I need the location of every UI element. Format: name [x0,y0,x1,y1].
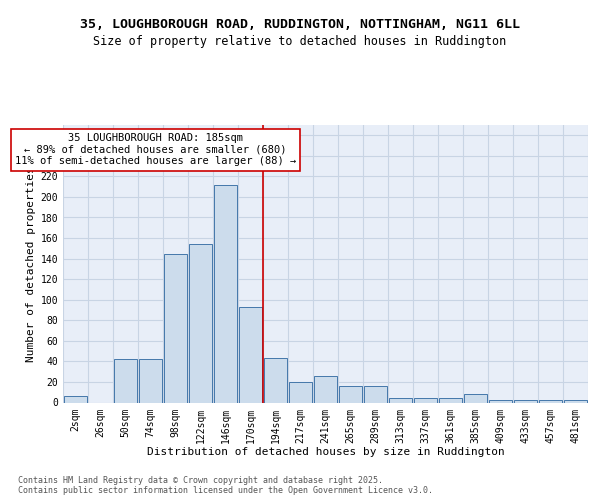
Bar [263,358,287,403]
Bar [338,386,362,402]
Text: Contains HM Land Registry data © Crown copyright and database right 2025.
Contai: Contains HM Land Registry data © Crown c… [18,476,433,495]
Text: 35 LOUGHBOROUGH ROAD: 185sqm
← 89% of detached houses are smaller (680)
11% of s: 35 LOUGHBOROUGH ROAD: 185sqm ← 89% of de… [15,133,296,166]
Bar [364,386,388,402]
Y-axis label: Number of detached properties: Number of detached properties [26,166,37,362]
Bar [239,307,262,402]
Bar [289,382,313,402]
Bar [563,400,587,402]
Bar [488,400,512,402]
Bar [539,400,562,402]
Bar [139,360,163,403]
Bar [188,244,212,402]
Bar [113,360,137,403]
Text: Size of property relative to detached houses in Ruddington: Size of property relative to detached ho… [94,35,506,48]
Bar [214,184,238,402]
X-axis label: Distribution of detached houses by size in Ruddington: Distribution of detached houses by size … [146,447,505,457]
Bar [514,400,538,402]
Bar [413,398,437,402]
Bar [464,394,487,402]
Bar [314,376,337,402]
Bar [389,398,412,402]
Bar [439,398,463,402]
Bar [64,396,88,402]
Bar [164,254,187,402]
Text: 35, LOUGHBOROUGH ROAD, RUDDINGTON, NOTTINGHAM, NG11 6LL: 35, LOUGHBOROUGH ROAD, RUDDINGTON, NOTTI… [80,18,520,30]
